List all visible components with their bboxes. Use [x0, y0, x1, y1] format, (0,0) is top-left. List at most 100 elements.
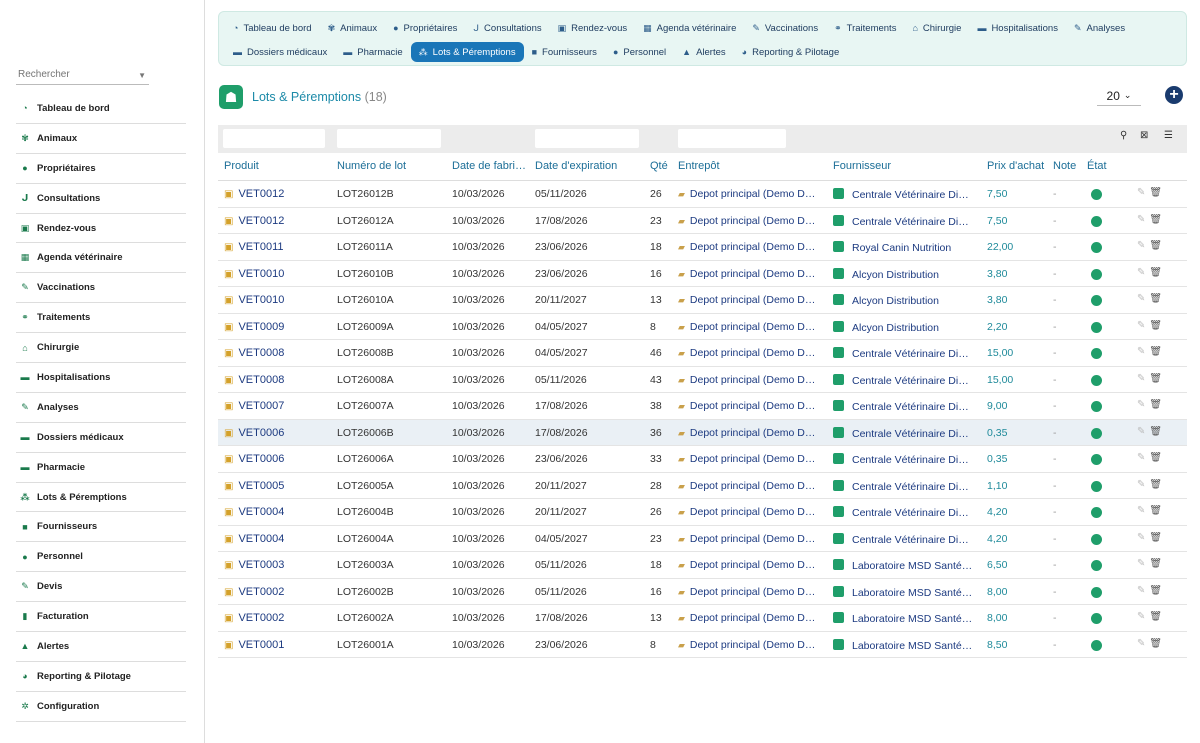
- supplier-link[interactable]: Alcyon Distribution: [852, 295, 939, 307]
- table-row[interactable]: ▣ VET0006 LOT26006A 10/03/2026 23/06/2026 33 ▰…: [218, 446, 1187, 473]
- supplier-cell[interactable]: Laboratoire MSD Santé…: [833, 559, 978, 572]
- column-header[interactable]: Numéro de lot: [337, 160, 407, 172]
- edit-icon[interactable]: ✎: [1137, 372, 1146, 384]
- column-header[interactable]: Date d'expiration: [535, 160, 618, 172]
- module-tab[interactable]: ⌂ Chirurgie: [904, 18, 969, 38]
- supplier-cell[interactable]: Centrale Vétérinaire Di…: [833, 453, 978, 466]
- module-tab[interactable]: ✎ Vaccinations: [744, 18, 826, 38]
- sidebar-item[interactable]: ▬ Dossiers médicaux: [16, 423, 186, 453]
- warehouse-link[interactable]: Depot principal (Demo D…: [689, 320, 816, 333]
- trash-icon[interactable]: 🗑: [1149, 558, 1163, 569]
- supplier-link[interactable]: Laboratoire MSD Santé…: [852, 639, 973, 652]
- warehouse-cell[interactable]: ▰ Depot principal (Demo D…: [678, 639, 824, 651]
- table-row[interactable]: ▣ VET0007 LOT26007A 10/03/2026 17/08/2026 38 ▰…: [218, 393, 1187, 420]
- edit-icon[interactable]: ✎: [1137, 319, 1146, 331]
- product-link[interactable]: VET0006: [238, 426, 285, 439]
- table-row[interactable]: ▣ VET0003 LOT26003A 10/03/2026 05/11/2026 18 ▰…: [218, 552, 1187, 579]
- warehouse-link[interactable]: Depot principal (Demo D…: [689, 214, 816, 227]
- table-row[interactable]: ▣ VET0004 LOT26004A 10/03/2026 04/05/2027 23 ▰…: [218, 526, 1187, 552]
- trash-icon[interactable]: 🗑: [1149, 478, 1163, 490]
- product-cell[interactable]: ▣ VET0004: [224, 533, 284, 545]
- trash-icon[interactable]: 🗑: [1149, 187, 1163, 198]
- module-tab[interactable]: ● Propriétaires: [385, 18, 465, 38]
- warehouse-link[interactable]: Depot principal (Demo D…: [689, 347, 816, 359]
- product-cell[interactable]: ▣ VET0006: [224, 427, 284, 439]
- table-row[interactable]: ▣ VET0005 LOT26005A 10/03/2026 20/11/2027 28 ▰…: [218, 473, 1187, 499]
- product-link[interactable]: VET0012: [238, 188, 285, 200]
- supplier-cell[interactable]: Laboratoire MSD Santé…: [833, 638, 978, 652]
- sidebar-item[interactable]: ▲ Alertes: [16, 632, 186, 662]
- supplier-link[interactable]: Centrale Vétérinaire Di…: [852, 427, 969, 440]
- edit-icon[interactable]: ✎: [1137, 346, 1146, 357]
- trash-icon[interactable]: 🗑: [1149, 452, 1163, 463]
- product-cell[interactable]: ▣ VET0004: [224, 506, 284, 518]
- product-link[interactable]: VET0011: [238, 241, 284, 253]
- search-icon[interactable]: ⚲: [1120, 130, 1128, 141]
- supplier-link[interactable]: Centrale Vétérinaire Di…: [852, 507, 969, 519]
- module-tab[interactable]: ⚭ Traitements: [826, 18, 904, 38]
- warehouse-link[interactable]: Depot principal (Demo D…: [689, 585, 816, 598]
- supplier-cell[interactable]: Laboratoire MSD Santé…: [833, 612, 978, 625]
- table-row[interactable]: ▣ VET0001 LOT26001A 10/03/2026 23/06/2026 8 ▰ D…: [218, 632, 1187, 658]
- sidebar-item[interactable]: ▬ Pharmacie: [16, 453, 186, 483]
- warehouse-cell[interactable]: ▰ Depot principal (Demo D…: [678, 268, 824, 280]
- sidebar-item[interactable]: ● Propriétaires: [16, 154, 186, 184]
- warehouse-link[interactable]: Depot principal (Demo D…: [689, 426, 816, 439]
- trash-icon[interactable]: 🗑: [1149, 346, 1163, 357]
- sidebar-item[interactable]: ⁂ Lots & Péremptions: [16, 483, 186, 513]
- module-tab[interactable]: ▣ Rendez-vous: [550, 18, 636, 38]
- supplier-link[interactable]: Centrale Vétérinaire Di…: [852, 189, 969, 201]
- module-tab[interactable]: ✾ Animaux: [320, 18, 386, 38]
- column-header[interactable]: Entrepôt: [678, 160, 720, 172]
- supplier-link[interactable]: Laboratoire MSD Santé…: [852, 613, 973, 625]
- filter-lot[interactable]: [337, 129, 441, 148]
- edit-icon[interactable]: ✎: [1137, 637, 1146, 649]
- sidebar-item[interactable]: ● Personnel: [16, 542, 186, 573]
- column-header[interactable]: Fournisseur: [833, 160, 892, 172]
- sidebar-item[interactable]: ▦ Agenda vétérinaire: [16, 243, 186, 274]
- product-cell[interactable]: ▣ VET0007: [224, 400, 284, 412]
- product-cell[interactable]: ▣ VET0002: [224, 612, 284, 624]
- table-row[interactable]: ▣ VET0011 LOT26011A 10/03/2026 23/06/2026 18 ▰…: [218, 234, 1187, 261]
- sidebar-search[interactable]: ▼: [16, 66, 149, 85]
- warehouse-cell[interactable]: ▰ Depot principal (Demo D…: [678, 215, 824, 227]
- trash-icon[interactable]: 🗑: [1149, 240, 1163, 251]
- warehouse-link[interactable]: Depot principal (Demo D…: [689, 612, 816, 624]
- product-link[interactable]: VET0010: [238, 294, 285, 306]
- warehouse-link[interactable]: Depot principal (Demo D…: [689, 400, 816, 412]
- trash-icon[interactable]: 🗑: [1149, 425, 1163, 437]
- page-size-select[interactable]: 20 ⌄: [1097, 86, 1141, 106]
- product-cell[interactable]: ▣ VET0008: [224, 374, 284, 386]
- product-link[interactable]: VET0008: [238, 347, 285, 359]
- product-cell[interactable]: ▣ VET0008: [224, 347, 284, 359]
- product-link[interactable]: VET0003: [238, 559, 285, 571]
- sidebar-item[interactable]: ✎ Analyses: [16, 393, 186, 423]
- supplier-cell[interactable]: Alcyon Distribution: [833, 320, 978, 334]
- warehouse-cell[interactable]: ▰ Depot principal (Demo D…: [678, 321, 824, 333]
- supplier-cell[interactable]: Centrale Vétérinaire Di…: [833, 426, 978, 440]
- warehouse-link[interactable]: Depot principal (Demo D…: [689, 638, 816, 651]
- sidebar-item[interactable]: ▬ Hospitalisations: [16, 363, 186, 393]
- supplier-link[interactable]: Centrale Vétérinaire Di…: [852, 480, 969, 493]
- edit-icon[interactable]: ✎: [1137, 266, 1146, 278]
- module-tab[interactable]: ᒍ Consultations: [465, 18, 549, 38]
- module-tab[interactable]: ⁂ Lots & Péremptions: [410, 42, 524, 62]
- module-tab[interactable]: ▬ Dossiers médicaux: [225, 42, 335, 62]
- edit-icon[interactable]: ✎: [1137, 505, 1146, 516]
- edit-icon[interactable]: ✎: [1137, 452, 1146, 463]
- add-lot-button[interactable]: +: [1165, 86, 1183, 104]
- column-header[interactable]: Note: [1053, 160, 1077, 172]
- filter-expiration[interactable]: [535, 129, 639, 148]
- sidebar-item[interactable]: ■ Fournisseurs: [16, 512, 186, 543]
- sidebar-item[interactable]: ✾ Animaux: [16, 124, 186, 154]
- warehouse-cell[interactable]: ▰ Depot principal (Demo D…: [678, 559, 824, 571]
- list-view-icon[interactable]: ☰: [1164, 130, 1173, 141]
- table-row[interactable]: ▣ VET0002 LOT26002B 10/03/2026 05/11/2026 16 ▰…: [218, 579, 1187, 605]
- trash-icon[interactable]: 🗑: [1149, 319, 1163, 331]
- trash-icon[interactable]: 🗑: [1149, 399, 1163, 410]
- supplier-cell[interactable]: Centrale Vétérinaire Di…: [833, 188, 978, 201]
- trash-icon[interactable]: 🗑: [1149, 213, 1163, 225]
- table-row[interactable]: ▣ VET0010 LOT26010A 10/03/2026 20/11/2027 13 ▰…: [218, 287, 1187, 314]
- edit-icon[interactable]: ✎: [1137, 558, 1146, 569]
- supplier-link[interactable]: Centrale Vétérinaire Di…: [852, 533, 969, 546]
